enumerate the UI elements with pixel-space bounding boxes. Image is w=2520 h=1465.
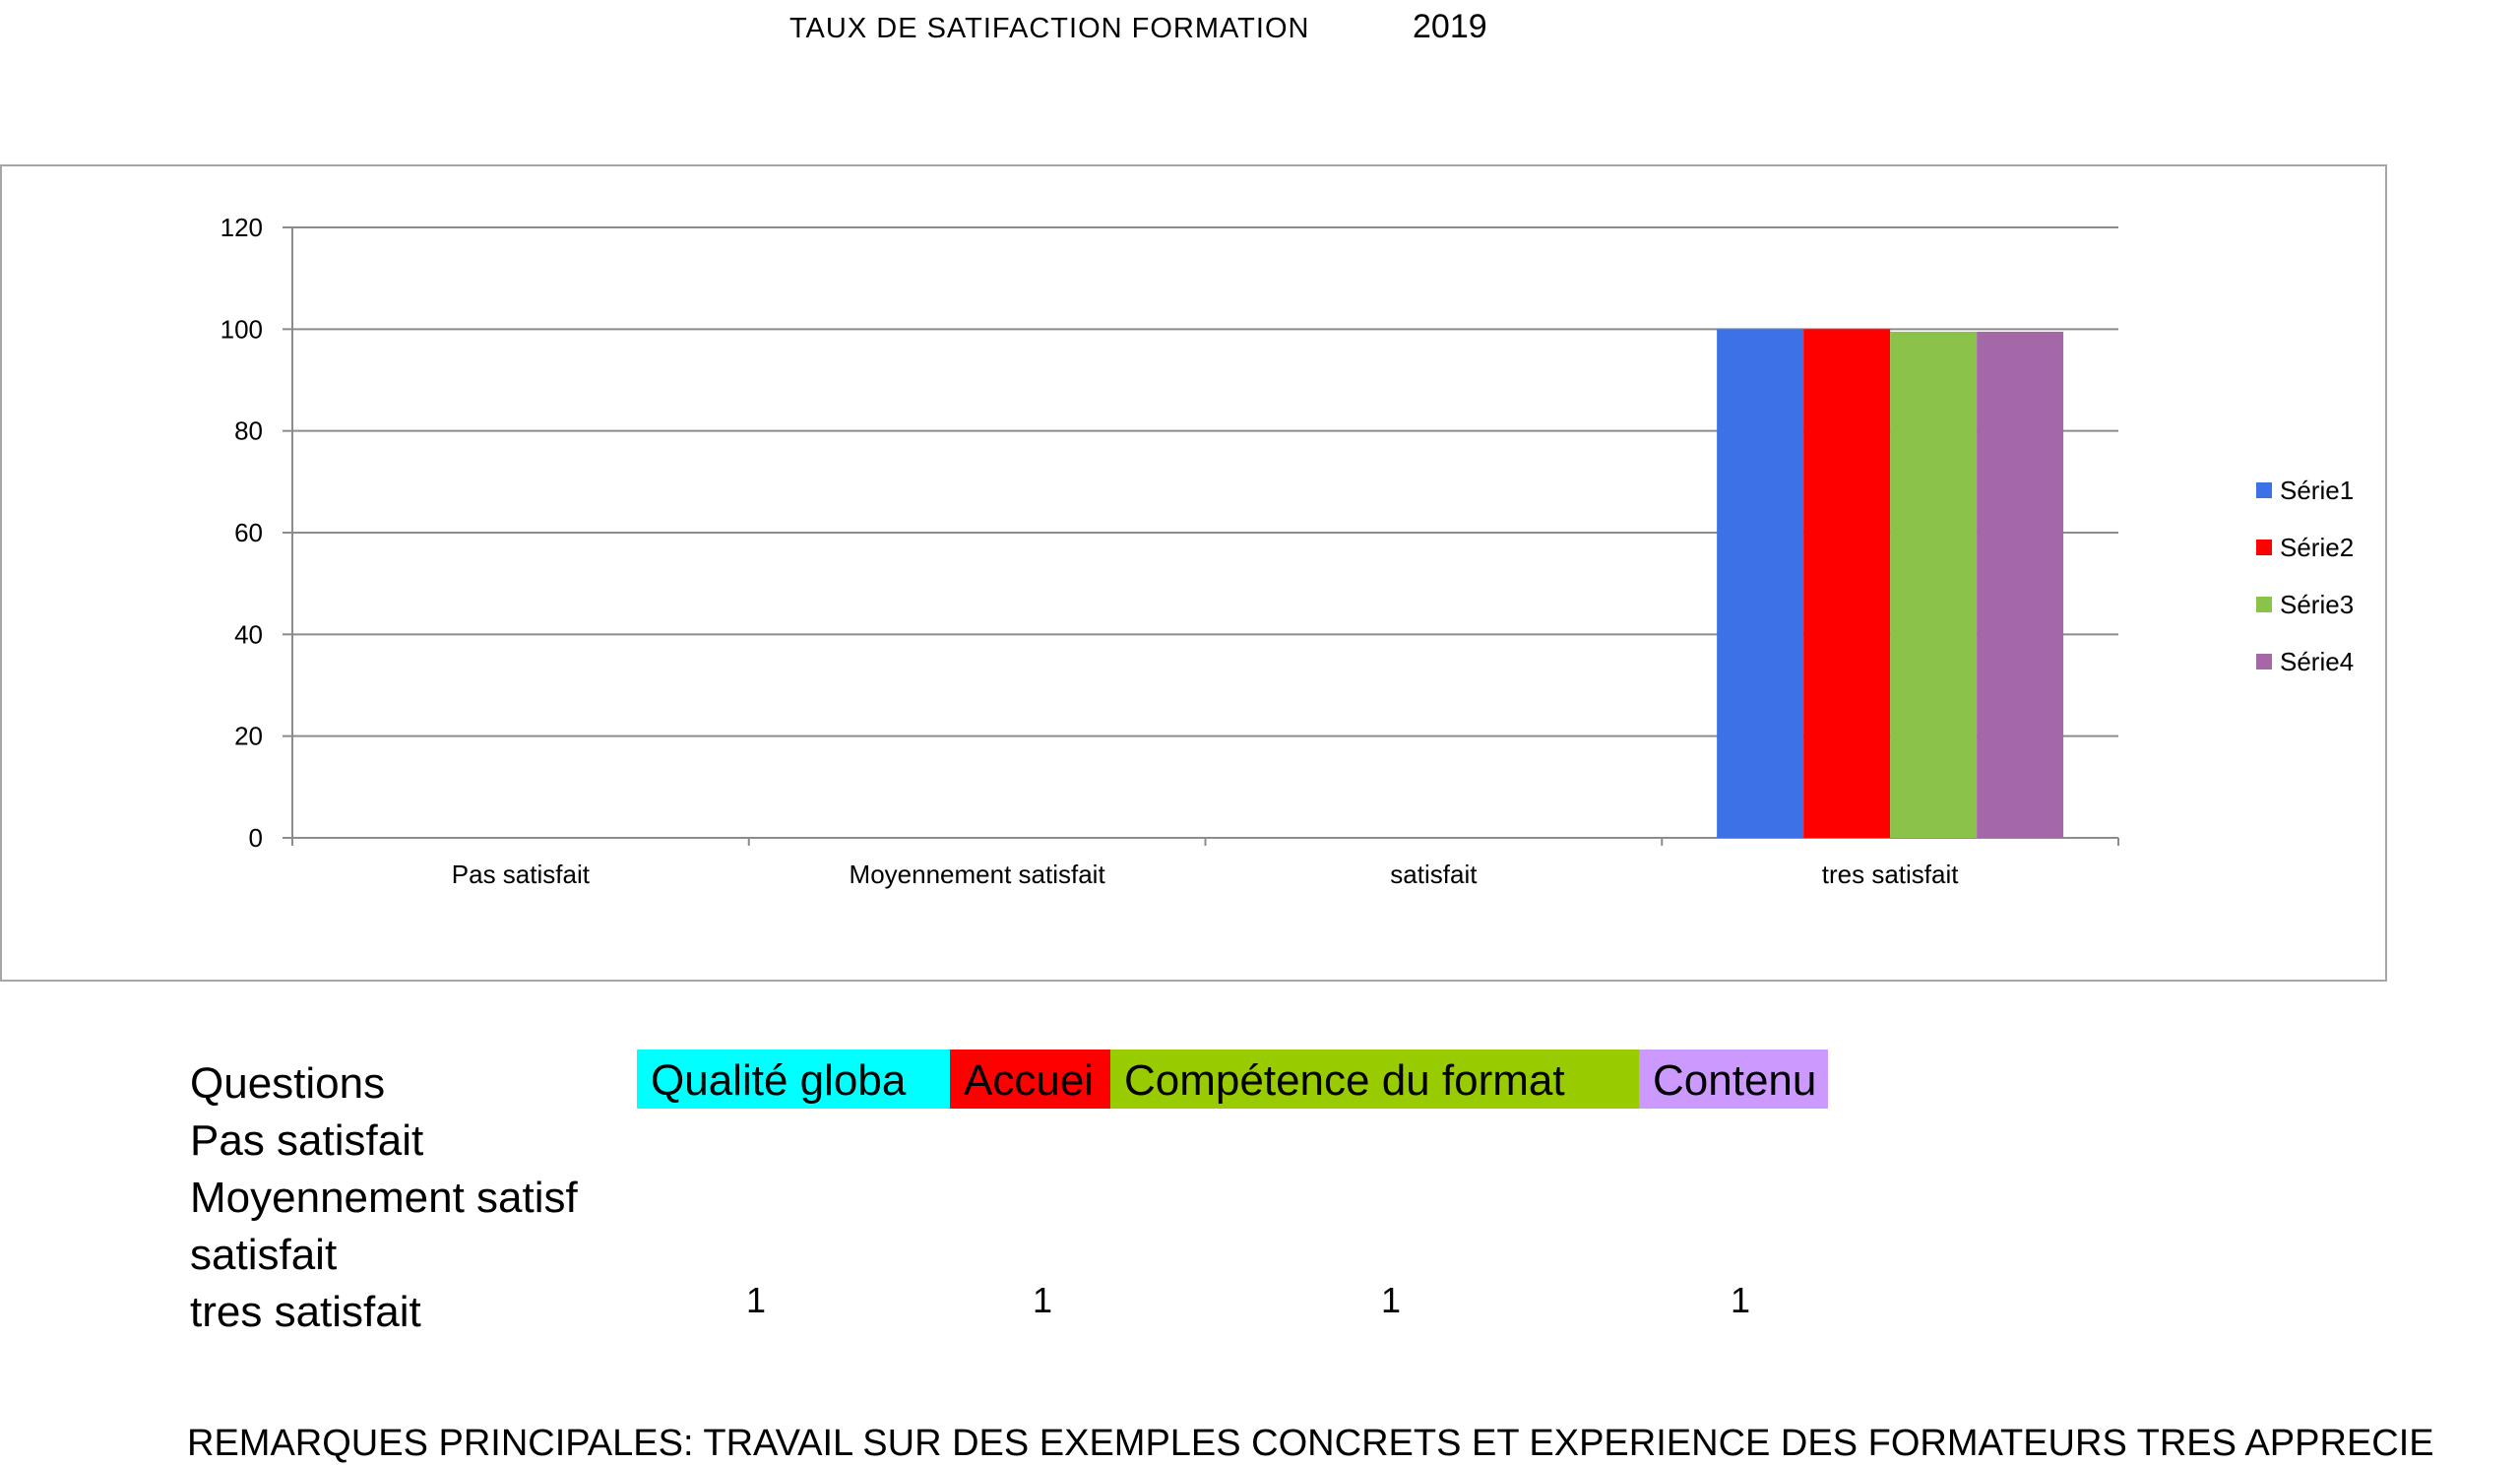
chart-frame: 0 20 40 60 80 100 120 Pas satisfait Moyennement … (0, 164, 2387, 982)
row-label-questions: Questions (190, 1059, 386, 1108)
column-header-qualite: Qualité globa (637, 1050, 950, 1109)
y-tick-label: 100 (220, 314, 263, 344)
legend-label: Série2 (2280, 533, 2354, 562)
x-tick-label: satisfait (1390, 860, 1478, 889)
cell-accueil-tres-satisfait: 1 (1032, 1280, 1053, 1320)
row-label-satisfait: satisfait (190, 1231, 338, 1279)
remarks-text: REMARQUES PRINCIPALES: TRAVAIL SUR DES E… (187, 1423, 2434, 1464)
legend-label: Série1 (2280, 476, 2354, 505)
x-tick-label: tres satisfait (1822, 860, 1959, 889)
column-header-contenu: Contenu (1639, 1050, 1828, 1109)
bar-série1-3 (1717, 329, 1804, 838)
legend-swatch (2256, 654, 2272, 669)
cell-contenu-tres-satisfait: 1 (1730, 1280, 1751, 1320)
x-tick-label: Moyennement satisfait (850, 860, 1106, 889)
x-tick-label: Pas satisfait (452, 860, 591, 889)
chart-title: TAUX DE SATIFACTION FORMATION 2019 (0, 8, 2520, 47)
legend-swatch (2256, 597, 2272, 612)
y-tick-label: 80 (234, 416, 263, 446)
row-label-moyennement: Moyennement satisf (190, 1174, 578, 1222)
bar-série2-3 (1803, 329, 1891, 838)
bar-série4-3 (1977, 331, 2064, 838)
column-header-accueil: Accuei (950, 1050, 1110, 1109)
row-label-tres-satisfait: tres satisfait (190, 1288, 421, 1336)
y-tick-label: 40 (234, 619, 263, 649)
legend-swatch (2256, 482, 2272, 498)
cell-competence-tres-satisfait: 1 (1380, 1280, 1402, 1320)
column-header-competence: Compétence du format (1110, 1050, 1639, 1109)
y-tick-label: 60 (234, 518, 263, 547)
bar-série3-3 (1890, 331, 1978, 838)
y-tick-label: 120 (220, 213, 263, 242)
y-tick-label: 20 (234, 722, 263, 751)
legend-label: Série4 (2280, 647, 2354, 676)
legend-label: Série3 (2280, 590, 2354, 619)
bar-chart: 0 20 40 60 80 100 120 Pas satisfait Moyennement … (220, 213, 2355, 889)
cell-qualite-tres-satisfait: 1 (745, 1280, 767, 1320)
row-label-pas-satisfait: Pas satisfait (190, 1116, 424, 1165)
y-tick-label: 0 (249, 823, 263, 853)
legend-swatch (2256, 540, 2272, 555)
title-main: TAUX DE SATIFACTION FORMATION (789, 13, 1310, 44)
title-year: 2019 (1413, 8, 1487, 45)
